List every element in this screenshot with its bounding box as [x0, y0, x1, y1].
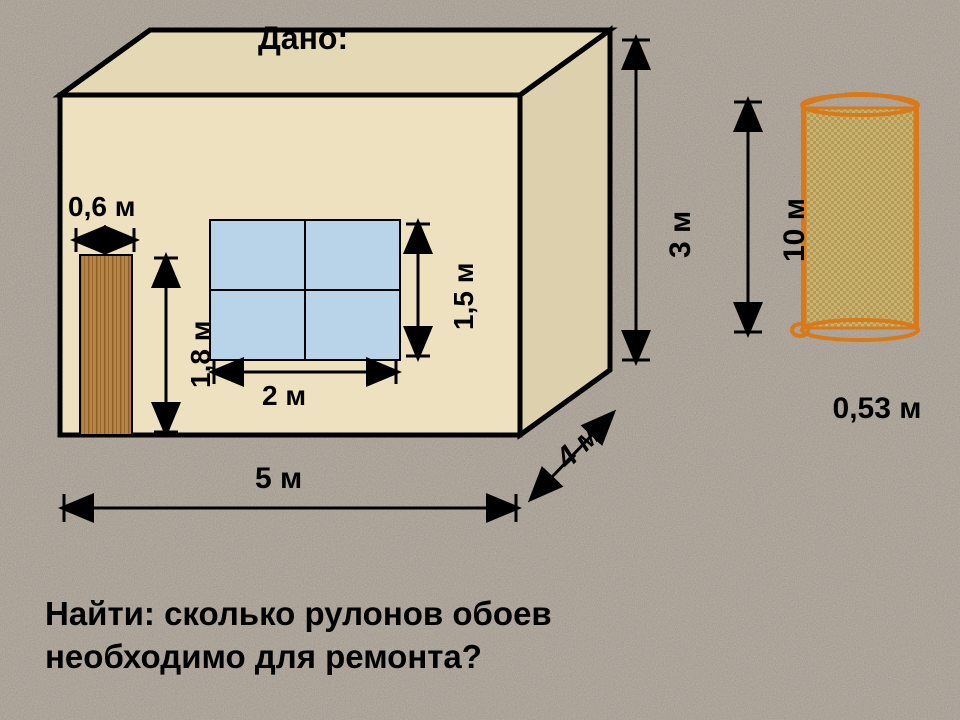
question-line1: Найти: сколько рулонов обоев: [45, 593, 552, 636]
dim-roll-width-value: 0,53 м: [833, 392, 922, 425]
dim-roll-width: 0,53 м: [832, 392, 922, 425]
dim-window-width: 2 м: [262, 380, 306, 412]
dim-door-width: 0,6 м: [68, 192, 138, 221]
dim-roll-height: 10 м: [778, 198, 812, 262]
given-title: Дано:: [258, 20, 348, 57]
dim-door-width-value: 0,6 м: [68, 191, 135, 222]
dim-room-width: 5 м: [255, 462, 302, 496]
dim-door-height: 1,8 м: [185, 321, 217, 388]
question-text: Найти: сколько рулонов обоев необходимо …: [45, 593, 552, 679]
question-line2: необходимо для ремонта?: [45, 636, 552, 679]
dim-room-height: 3 м: [664, 211, 698, 258]
dim-window-height: 1,5 м: [448, 263, 480, 330]
